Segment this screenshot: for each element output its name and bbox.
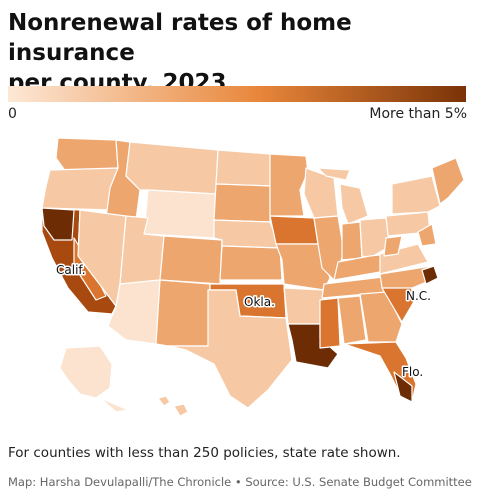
state-minnesota — [269, 153, 309, 217]
state-labels: Calif. Okla. N.C. Flo. — [55, 262, 433, 381]
us-county-map: Calif. Okla. N.C. Flo. — [41, 137, 465, 417]
state-new-mexico — [155, 279, 211, 347]
state-california-north — [41, 207, 75, 241]
label-oklahoma: Okla. — [244, 295, 275, 309]
state-ohio — [359, 217, 391, 259]
state-north-dakota — [215, 149, 271, 187]
state-iowa — [269, 215, 319, 245]
state-kansas — [219, 245, 283, 281]
state-alaska — [59, 345, 129, 413]
state-colorado — [159, 235, 223, 285]
state-texas — [167, 289, 293, 409]
state-wyoming — [143, 189, 217, 239]
state-michigan — [317, 167, 369, 225]
state-new-jersey-maryland — [417, 223, 437, 247]
label-california: Calif. — [56, 263, 86, 277]
state-south-dakota — [213, 183, 271, 223]
state-washington — [55, 137, 119, 173]
state-new-england — [431, 157, 465, 205]
source-credit: Map: Harsha Devulapalli/The Chronicle • … — [8, 475, 472, 489]
state-nebraska — [213, 219, 281, 249]
state-indiana — [341, 221, 363, 261]
state-nc-coast — [421, 265, 439, 285]
state-shapes — [41, 137, 465, 417]
map-title: Nonrenewal rates of home insurance per c… — [8, 8, 478, 98]
state-montana — [125, 141, 219, 195]
legend-color-scale — [8, 86, 466, 102]
legend-max-label: More than 5% — [369, 106, 467, 122]
state-arkansas — [283, 287, 325, 325]
legend-min-label: 0 — [8, 106, 17, 122]
state-alabama — [337, 295, 367, 345]
footnote: For counties with less than 250 policies… — [8, 445, 401, 461]
state-mississippi — [319, 297, 341, 349]
state-new-york — [391, 175, 441, 215]
label-north-carolina: N.C. — [406, 289, 431, 303]
map-title-line-1: Nonrenewal rates of home insurance — [8, 10, 352, 66]
state-hawaii — [157, 395, 189, 417]
state-west-virginia — [383, 235, 403, 257]
state-oregon — [41, 167, 119, 211]
state-florida-south — [393, 371, 413, 403]
label-florida: Flo. — [402, 365, 423, 379]
